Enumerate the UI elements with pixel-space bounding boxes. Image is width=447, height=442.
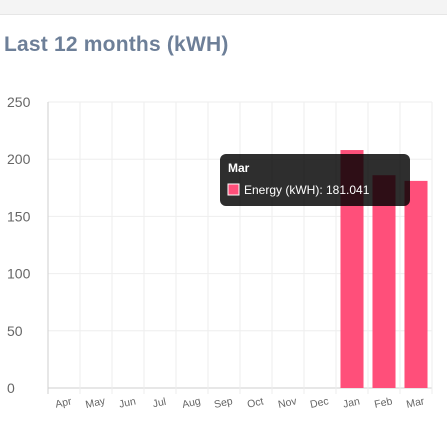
x-tick-label: Nov bbox=[277, 395, 298, 411]
top-bar bbox=[0, 0, 447, 15]
chart-title: Last 12 months (kWH) bbox=[4, 33, 229, 56]
x-tick-label: Oct bbox=[246, 395, 265, 410]
y-tick-label: 200 bbox=[7, 151, 31, 167]
y-tick-label: 150 bbox=[7, 208, 31, 224]
y-tick-label: 250 bbox=[7, 94, 31, 110]
y-tick-label: 0 bbox=[7, 380, 15, 396]
x-tick-label: Feb bbox=[373, 395, 393, 411]
x-tick-label: Aug bbox=[181, 395, 202, 411]
bar-mar bbox=[404, 180, 428, 388]
tooltip-box bbox=[220, 154, 410, 206]
x-tick-label: Mar bbox=[405, 395, 426, 411]
x-tick-label: Jun bbox=[118, 395, 137, 410]
x-tick-label: Jul bbox=[152, 396, 168, 411]
x-tick-label: Sep bbox=[213, 395, 234, 411]
tooltip-swatch bbox=[227, 183, 240, 196]
energy-bar-chart: 0 50 100 150 200 250 Apr May Jun Jul Aug Sep Oct Nov D… bbox=[7, 94, 433, 411]
y-tick-label: 100 bbox=[7, 266, 31, 282]
x-tick-label: Apr bbox=[54, 395, 73, 410]
x-tick-label: Jan bbox=[342, 395, 361, 410]
x-tick-label: May bbox=[84, 395, 107, 411]
x-tick-label: Dec bbox=[309, 395, 330, 411]
bar-feb bbox=[372, 175, 396, 388]
tooltip-title: Mar bbox=[228, 161, 250, 175]
y-tick-label: 50 bbox=[7, 323, 23, 339]
tooltip-label: Energy (kWH): 181.041 bbox=[244, 183, 370, 197]
bar-jan bbox=[340, 150, 364, 388]
